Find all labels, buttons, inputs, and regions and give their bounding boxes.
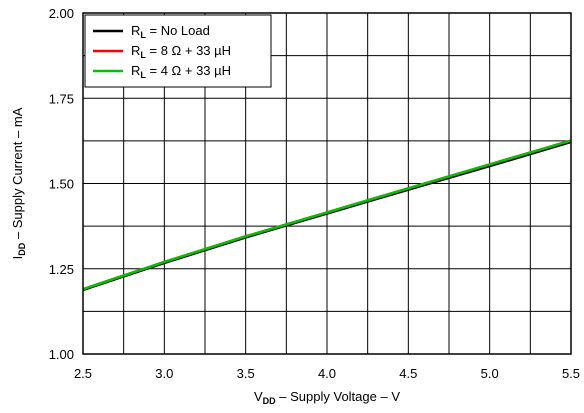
x-tick-label: 2.5 [74,366,92,381]
y-tick-label: 2.00 [49,6,74,21]
legend-entry-4-ohm: RL = 4 Ω + 33 µH [93,63,231,80]
y-tick-label: 1.00 [49,347,74,362]
y-tick-label: 1.25 [49,262,74,277]
x-tick-label: 4.5 [399,366,417,381]
legend-entry-no-load: RL = No Load [93,23,210,40]
legend-label-8-ohm: RL = 8 Ω + 33 µH [131,43,231,60]
x-axis-title: VDD – Supply Voltage – V [254,389,400,406]
x-tick-label: 5.0 [481,366,499,381]
series-layer [82,139,572,292]
series-4-ohm-33uh [82,139,572,291]
x-tick-label: 4.0 [318,366,336,381]
legend: RL = No Load RL = 8 Ω + 33 µH RL = 4 Ω +… [84,14,272,88]
y-tick-label: 1.75 [49,91,74,106]
legend-label-4-ohm: RL = 4 Ω + 33 µH [131,63,231,80]
legend-label-no-load: RL = No Load [131,23,210,40]
y-axis-title: IDD – Supply Current – mA [10,107,27,259]
y-tick-labels: 1.00 1.25 1.50 1.75 2.00 [49,6,74,362]
y-tick-label: 1.50 [49,177,74,192]
x-tick-labels: 2.5 3.0 3.5 4.0 4.5 5.0 5.5 [74,366,580,381]
x-tick-label: 3.0 [155,366,173,381]
x-tick-label: 5.5 [562,366,580,381]
legend-entry-8-ohm: RL = 8 Ω + 33 µH [93,43,231,60]
x-tick-label: 3.5 [237,366,255,381]
plot-frame [82,12,572,355]
